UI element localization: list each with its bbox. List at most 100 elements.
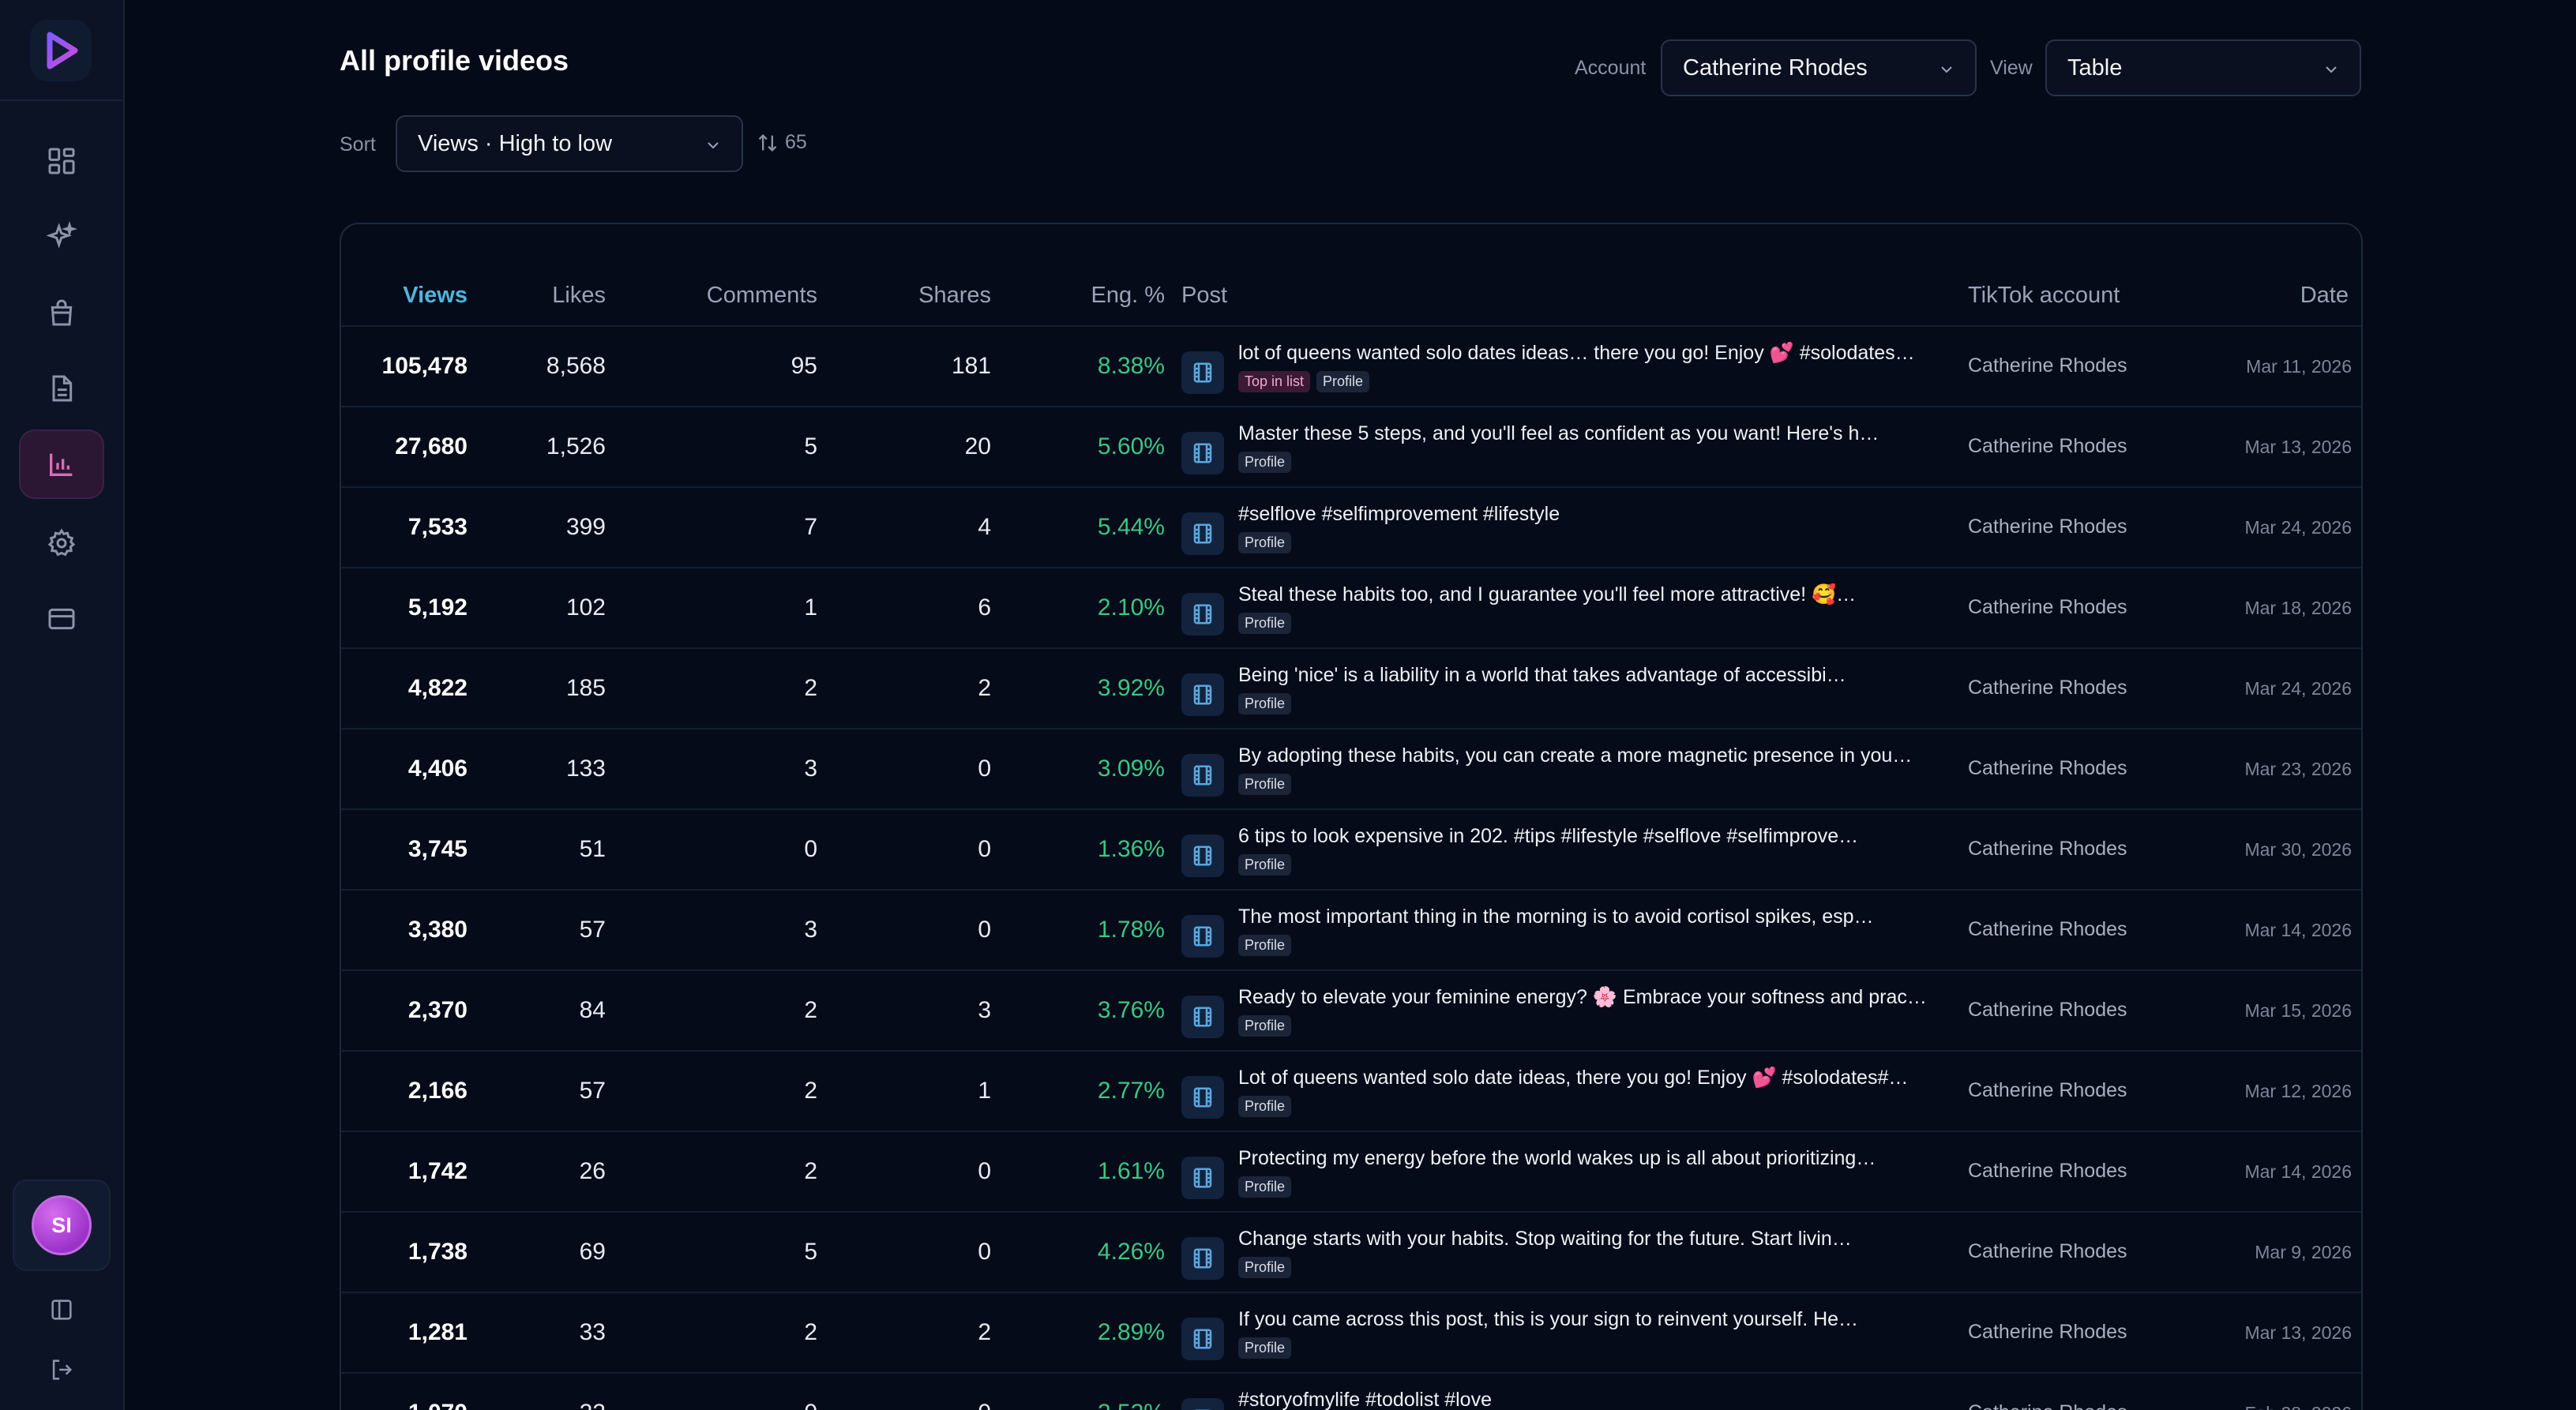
cell-shares: 2 <box>978 1319 991 1345</box>
table-row[interactable]: 5,192 102 1 6 2.10% Steal these habits too, a… <box>341 567 2361 647</box>
table-row[interactable]: 7,533 399 7 4 5.44% #selflove #selfimprovemen… <box>341 486 2361 567</box>
sort-select[interactable]: Views · High to low <box>396 115 743 172</box>
column-header-engagement[interactable]: Eng. % <box>1091 283 1166 308</box>
chevron-down-icon <box>1941 66 1952 73</box>
nav-ai[interactable] <box>19 202 104 272</box>
nav-billing[interactable] <box>19 584 104 654</box>
table-row[interactable]: 1,742 26 2 0 1.61% Protecting my energy befor… <box>341 1131 2361 1211</box>
collapse-sidebar-button[interactable] <box>44 1292 79 1327</box>
film-icon <box>1193 1007 1212 1027</box>
cell-comments: 2 <box>804 997 817 1023</box>
table-row[interactable]: 1,281 33 2 2 2.89% If you came across this po… <box>341 1292 2361 1372</box>
post-caption[interactable]: Being 'nice' is a liability in a world t… <box>1238 664 1846 686</box>
video-thumbnail[interactable] <box>1181 1398 1224 1410</box>
video-thumbnail[interactable] <box>1181 915 1224 958</box>
video-thumbnail[interactable] <box>1181 996 1224 1038</box>
cell-comments: 0 <box>606 1400 817 1410</box>
table-row[interactable]: 4,406 133 3 0 3.09% By adopting these habits,… <box>341 728 2361 808</box>
cell-engagement: 2.77% <box>1097 1078 1165 1104</box>
post-caption[interactable]: #storyofmylife #todolist #love <box>1238 1389 1492 1410</box>
sort-select-value: Views · High to low <box>418 130 613 156</box>
video-thumbnail[interactable] <box>1181 351 1224 394</box>
table-row[interactable]: 3,745 51 0 0 1.36% 6 tips to look expensive i… <box>341 808 2361 889</box>
table-row[interactable]: 3,380 57 3 0 1.78% The most important thing i… <box>341 889 2361 969</box>
video-thumbnail[interactable] <box>1181 1076 1224 1119</box>
cell-likes: 399 <box>565 514 606 540</box>
post-caption[interactable]: lot of queens wanted solo dates ideas… t… <box>1238 342 1915 364</box>
cell-shares: 0 <box>978 917 991 943</box>
nav-dashboard[interactable] <box>19 126 104 196</box>
cell-date: Mar 13, 2026 <box>2244 1322 2352 1343</box>
cell-comments: 2 <box>804 1319 817 1345</box>
profile-badge: Profile <box>1238 1176 1292 1198</box>
logout-button[interactable] <box>44 1352 79 1387</box>
nav-documents[interactable] <box>19 354 104 423</box>
post-caption[interactable]: Ready to elevate your feminine energy? 🌸… <box>1238 986 1927 1008</box>
nav-shop[interactable] <box>19 278 104 347</box>
video-thumbnail[interactable] <box>1181 432 1224 474</box>
video-thumbnail[interactable] <box>1181 1237 1224 1280</box>
page-title: All profile videos <box>340 44 569 77</box>
cell-views: 1,070 <box>341 1400 468 1410</box>
column-header-comments[interactable]: Comments <box>706 283 817 308</box>
nav-settings[interactable] <box>19 508 104 578</box>
result-count: 65 <box>757 131 807 154</box>
table-row[interactable]: 105,478 8,568 95 181 8.38% lot of queens want… <box>341 325 2361 406</box>
cell-engagement: 3.76% <box>1097 997 1165 1023</box>
film-icon <box>1193 604 1212 624</box>
table-row[interactable]: 2,370 84 2 3 3.76% Ready to elevate your femi… <box>341 969 2361 1050</box>
table-row[interactable]: 2,166 57 2 1 2.77% Lot of queens wanted solo … <box>341 1050 2361 1131</box>
account-label: Account <box>1575 57 1647 79</box>
profile-badge: Profile <box>1238 935 1292 956</box>
chevron-down-icon <box>708 142 719 149</box>
account-select[interactable]: Catherine Rhodes <box>1661 39 1977 96</box>
cell-engagement: 1.36% <box>1097 836 1165 862</box>
user-menu[interactable]: SI <box>13 1179 111 1271</box>
cell-likes: 26 <box>579 1158 606 1184</box>
video-thumbnail[interactable] <box>1181 673 1224 716</box>
post-caption[interactable]: The most important thing in the morning … <box>1238 906 1874 928</box>
view-select[interactable]: Table <box>2045 39 2361 96</box>
table-row[interactable]: 1,07022002.52%#storyofmylife #todolist #… <box>341 1372 2361 1410</box>
profile-badge: Profile <box>1238 532 1292 553</box>
shopping-bag-icon <box>51 299 73 326</box>
column-header-account[interactable]: TikTok account <box>1968 283 2120 308</box>
video-thumbnail[interactable] <box>1181 1157 1224 1199</box>
post-caption[interactable]: Lot of queens wanted solo date ideas, th… <box>1238 1067 1909 1089</box>
column-header-views[interactable]: Views <box>403 283 468 308</box>
post-caption[interactable]: #selflove #selfimprovement #lifestyle <box>1238 503 1560 525</box>
video-thumbnail[interactable] <box>1181 512 1224 555</box>
table-row[interactable]: 27,680 1,526 5 20 5.60% Master these 5 steps,… <box>341 406 2361 486</box>
post-caption[interactable]: By adopting these habits, you can create… <box>1238 744 1913 767</box>
table-row[interactable]: 4,822 185 2 2 3.92% Being 'nice' is a liabili… <box>341 647 2361 728</box>
post-tags: Profile <box>1238 1337 1292 1359</box>
app-logo[interactable] <box>30 20 92 81</box>
post-caption[interactable]: Steal these habits too, and I guarantee … <box>1238 583 1857 606</box>
column-header-post[interactable]: Post <box>1181 283 1228 308</box>
table-row[interactable]: 1,738 69 5 0 4.26% Change starts with your ha… <box>341 1211 2361 1292</box>
profile-badge: Profile <box>1238 1015 1292 1037</box>
video-thumbnail[interactable] <box>1181 1318 1224 1360</box>
profile-badge: Profile <box>1316 371 1370 392</box>
film-icon <box>1193 1248 1212 1269</box>
video-thumbnail[interactable] <box>1181 834 1224 877</box>
post-caption[interactable]: If you came across this post, this is yo… <box>1238 1308 1859 1330</box>
cell-engagement: 8.38% <box>1097 353 1165 379</box>
column-header-date[interactable]: Date <box>2300 283 2349 308</box>
post-caption[interactable]: Protecting my energy before the world wa… <box>1238 1147 1876 1169</box>
video-thumbnail[interactable] <box>1181 593 1224 636</box>
film-icon <box>1193 846 1212 866</box>
column-header-shares[interactable]: Shares <box>918 283 991 308</box>
cell-likes: 1,526 <box>546 433 606 459</box>
cell-likes: 69 <box>579 1239 606 1265</box>
post-caption[interactable]: Master these 5 steps, and you'll feel as… <box>1238 422 1879 444</box>
video-thumbnail[interactable] <box>1181 754 1224 797</box>
profile-badge: Profile <box>1238 613 1292 634</box>
post-caption[interactable]: 6 tips to look expensive in 202. #tips #… <box>1238 825 1859 847</box>
view-select-value: Table <box>2067 54 2123 81</box>
post-caption[interactable]: Change starts with your habits. Stop wai… <box>1238 1228 1852 1250</box>
cell-account: Catherine Rhodes <box>1968 999 2127 1021</box>
column-header-likes[interactable]: Likes <box>552 283 606 308</box>
sparkles-icon <box>46 221 77 249</box>
nav-analytics[interactable] <box>19 429 104 499</box>
